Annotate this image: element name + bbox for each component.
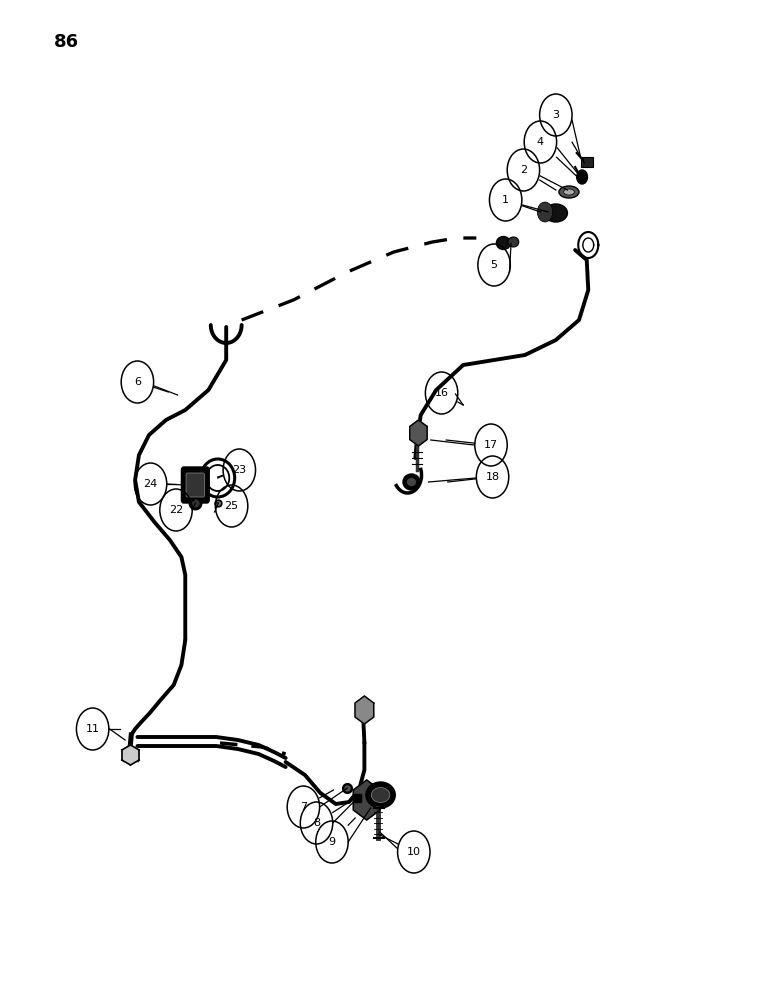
- Text: 18: 18: [486, 472, 499, 482]
- Text: 1: 1: [502, 195, 510, 205]
- FancyBboxPatch shape: [181, 467, 209, 503]
- Text: 7: 7: [300, 802, 307, 812]
- FancyBboxPatch shape: [186, 473, 205, 497]
- Text: 22: 22: [169, 505, 183, 515]
- Text: 4: 4: [537, 137, 544, 147]
- Text: 17: 17: [484, 440, 498, 450]
- Ellipse shape: [371, 788, 390, 802]
- FancyBboxPatch shape: [581, 157, 593, 167]
- Ellipse shape: [544, 204, 567, 222]
- Ellipse shape: [403, 474, 420, 490]
- Circle shape: [577, 170, 587, 184]
- Ellipse shape: [496, 236, 510, 249]
- Polygon shape: [355, 696, 374, 724]
- Ellipse shape: [366, 782, 395, 808]
- Polygon shape: [122, 745, 139, 765]
- Text: 8: 8: [313, 818, 320, 828]
- Ellipse shape: [559, 186, 579, 198]
- Text: 16: 16: [435, 388, 449, 398]
- Ellipse shape: [406, 478, 416, 487]
- Text: 2: 2: [520, 165, 527, 175]
- Text: 5: 5: [490, 260, 498, 270]
- Circle shape: [537, 202, 553, 222]
- Text: 25: 25: [225, 501, 239, 511]
- Text: 23: 23: [232, 465, 246, 475]
- Ellipse shape: [508, 237, 519, 247]
- Text: 11: 11: [86, 724, 100, 734]
- Text: 9: 9: [328, 837, 336, 847]
- Text: 6: 6: [134, 377, 141, 387]
- Polygon shape: [354, 780, 380, 820]
- Text: 24: 24: [144, 479, 157, 489]
- Text: 3: 3: [552, 110, 560, 120]
- Text: 10: 10: [407, 847, 421, 857]
- Text: 86: 86: [54, 33, 80, 51]
- Ellipse shape: [564, 189, 574, 195]
- Polygon shape: [410, 420, 427, 446]
